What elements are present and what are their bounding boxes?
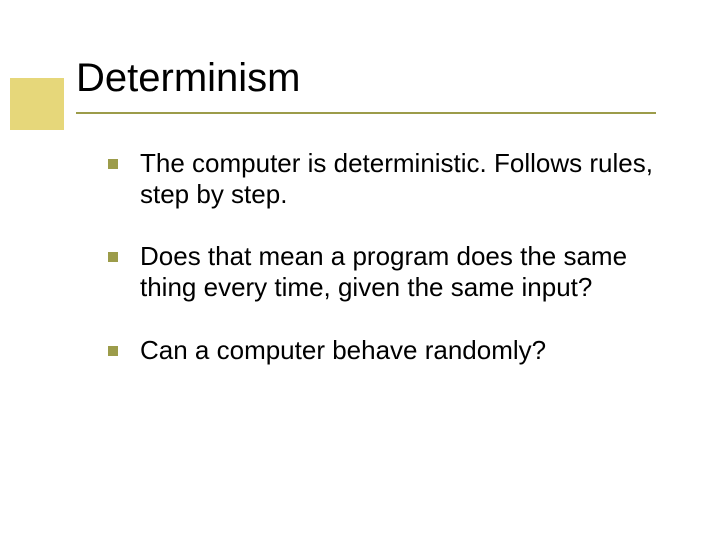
bullet-text: The computer is deterministic. Follows r… — [140, 148, 653, 209]
title-underline — [76, 112, 656, 114]
slide-body: The computer is deterministic. Follows r… — [108, 148, 658, 397]
slide: Determinism The computer is deterministi… — [0, 0, 720, 540]
list-item: Can a computer behave randomly? — [108, 335, 658, 366]
square-bullet-icon — [108, 346, 118, 356]
bullet-text: Can a computer behave randomly? — [140, 335, 546, 365]
accent-bar — [10, 78, 64, 130]
square-bullet-icon — [108, 252, 118, 262]
square-bullet-icon — [108, 159, 118, 169]
slide-title: Determinism — [76, 56, 300, 101]
bullet-text: Does that mean a program does the same t… — [140, 241, 627, 302]
list-item: The computer is deterministic. Follows r… — [108, 148, 658, 209]
list-item: Does that mean a program does the same t… — [108, 241, 658, 302]
